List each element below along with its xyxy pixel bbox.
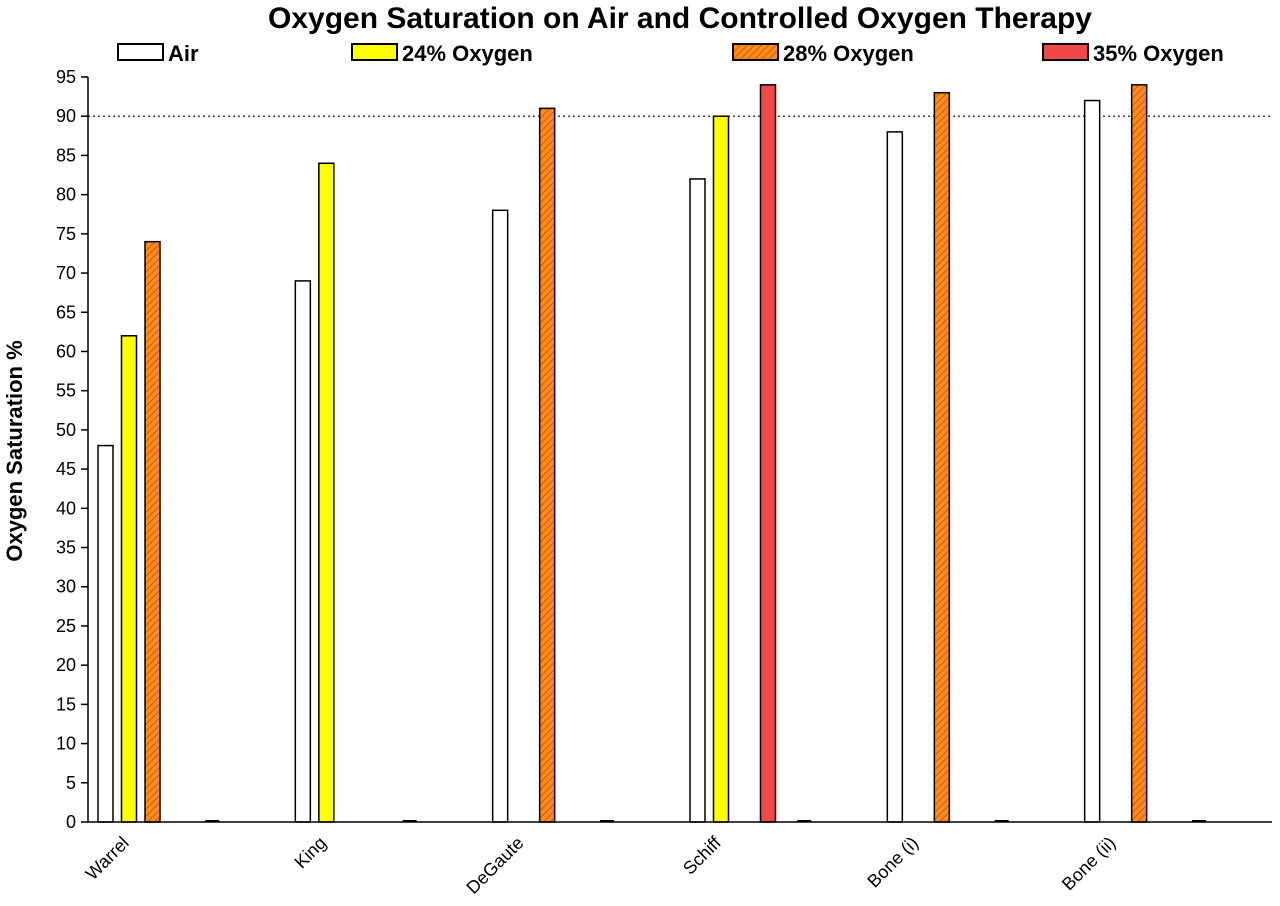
y-tick-label: 80 [56,185,76,205]
y-tick-label: 0 [66,812,76,832]
y-axis: 0 5 10 15 20 25 30 35 40 45 50 55 60 65 70 75 80 85 90 95 [56,67,89,832]
y-tick-label: 95 [56,67,76,87]
legend-label-28-oxygen: 28% Oxygen [783,41,914,66]
x-tick-label: Bone (ii) [1058,833,1120,895]
bar-bone-i-air [886,131,904,823]
y-tick-label: 40 [56,498,76,518]
bars-group [97,84,1206,823]
bar-bone-ii-air [1083,99,1101,823]
bar-warrel-air [97,444,114,823]
x-tick-label: DeGaute [462,833,527,898]
bar-warrel-24-oxygen [120,335,138,823]
legend-label-air: Air [168,41,199,66]
chart-title: Oxygen Saturation on Air and Controlled … [268,2,1092,35]
bar-king-air [294,280,312,823]
y-tick-label: 35 [56,538,76,558]
y-tick-label: 10 [56,734,76,754]
y-tick-label: 5 [66,773,76,793]
bar-warrel-28-oxygen [144,240,161,823]
y-tick-label: 60 [56,341,76,361]
bar-bone-ii-28-oxygen [1130,84,1148,823]
y-axis-label: Oxygen Saturation % [2,340,27,561]
y-tick-label: 65 [56,302,76,322]
x-tick-label: Warrel [82,833,133,884]
legend-swatch-35-oxygen [1042,43,1089,61]
x-tick-label: King [291,833,331,873]
y-tick-label: 45 [56,459,76,479]
y-tick-label: 30 [56,577,76,597]
x-tick-label: Schiff [679,832,725,878]
bar-schiff-35-oxygen [759,84,777,823]
x-axis: Warrel King DeGaute Schiff Bone (i) Bone (ii) [82,821,1272,898]
y-tick-label: 90 [56,106,76,126]
legend: Air 24% Oxygen 28% Oxygen 35% Oxygen [117,41,1224,66]
bar-bone-i-28-oxygen [933,91,951,823]
bar-schiff-24-oxygen [712,115,730,823]
y-tick-label: 75 [56,224,76,244]
bar-king-24-oxygen [318,162,335,823]
bar-schiff-air [689,178,706,823]
y-tick-label: 15 [56,694,76,714]
y-tick-label: 25 [56,616,76,636]
y-tick-label: 85 [56,145,76,165]
legend-label-24-oxygen: 24% Oxygen [402,41,533,66]
legend-swatch-24-oxygen [351,43,398,61]
legend-swatch-air [117,43,164,61]
bar-degaute-28-oxygen [538,107,556,823]
legend-swatch-28-oxygen [732,43,779,61]
x-tick-label: Bone (i) [863,833,922,892]
y-tick-label: 50 [56,420,76,440]
y-tick-label: 70 [56,263,76,283]
y-tick-label: 55 [56,381,76,401]
bar-degaute-air [491,209,509,823]
legend-label-35-oxygen: 35% Oxygen [1093,41,1224,66]
y-tick-label: 20 [56,655,76,675]
